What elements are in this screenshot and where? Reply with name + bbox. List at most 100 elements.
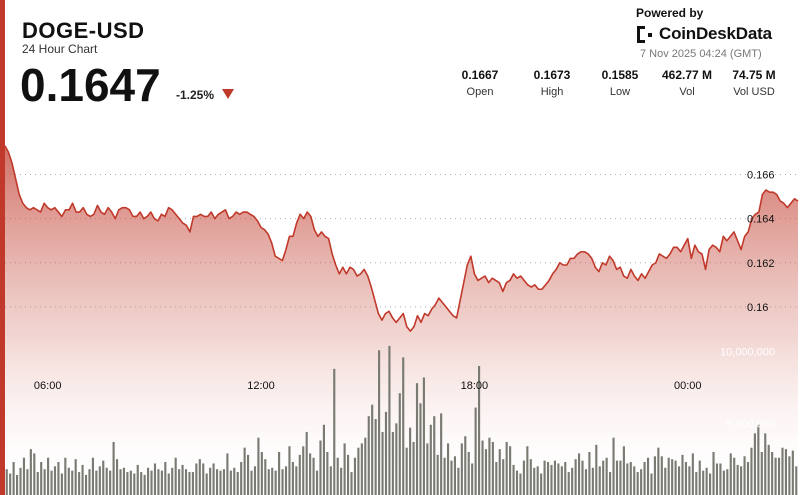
- volume-bar: [240, 462, 243, 495]
- volume-bar: [171, 467, 174, 495]
- volume-bar: [715, 463, 719, 495]
- volume-bar: [336, 457, 339, 495]
- volume-bar: [91, 457, 94, 495]
- volume-bar: [595, 444, 598, 495]
- volume-bar: [181, 464, 184, 495]
- volume-bar: [533, 467, 536, 495]
- volume-bar: [636, 472, 639, 495]
- volume-bar: [619, 460, 622, 495]
- volume-bar: [650, 473, 653, 495]
- volume-bar: [184, 469, 188, 495]
- volume-bar: [760, 452, 763, 495]
- volume-bar: [126, 472, 129, 495]
- stat-value: 0.1667: [461, 68, 499, 82]
- volume-bar: [719, 463, 722, 495]
- volume-bar: [505, 441, 508, 495]
- volume-bar: [443, 457, 446, 495]
- volume-bar: [519, 473, 522, 495]
- stat-low: 0.1585 Low: [580, 68, 660, 98]
- volume-bar: [736, 464, 739, 495]
- volume-bar: [150, 470, 153, 495]
- volume-bar: [157, 469, 160, 495]
- volume-bar: [491, 441, 494, 495]
- stat-value: 74.75 M: [732, 68, 776, 82]
- volume-bar: [105, 467, 108, 495]
- volume-bar: [584, 469, 588, 495]
- volume-bar: [267, 469, 270, 495]
- chart-subtitle: 24 Hour Chart: [22, 42, 98, 56]
- volume-bar: [540, 473, 543, 495]
- volume-bar: [278, 452, 281, 495]
- brand-logo: CoinDeskData: [637, 24, 772, 44]
- volume-bar: [788, 456, 791, 495]
- volume-bar: [40, 462, 43, 495]
- volume-bar: [571, 467, 574, 495]
- price-tick-label: 0.164: [747, 214, 775, 226]
- volume-bar: [746, 462, 750, 495]
- volume-bar: [433, 416, 436, 495]
- volume-bar: [702, 470, 705, 495]
- volume-bar: [264, 459, 267, 495]
- volume-bar: [602, 460, 605, 495]
- volume-bar: [495, 462, 498, 495]
- volume-bar: [564, 462, 567, 495]
- volume-bar: [26, 469, 29, 495]
- volume-bar: [29, 449, 32, 495]
- volume-bar: [688, 466, 691, 495]
- volume-bar: [695, 472, 698, 495]
- volume-bar: [709, 473, 712, 495]
- stat-label: Open: [466, 86, 494, 98]
- volume-bar: [626, 463, 629, 495]
- volume-bar: [198, 459, 201, 495]
- volume-bar: [153, 463, 157, 495]
- coindesk-bracket-icon: [637, 25, 654, 43]
- volume-bar: [398, 393, 401, 495]
- volume-bar: [753, 433, 756, 495]
- powered-by-label: Powered by: [636, 6, 704, 20]
- left-accent-bar: [0, 0, 5, 495]
- volume-bar: [588, 452, 591, 495]
- volume-bar: [660, 456, 663, 495]
- volume-bar: [350, 472, 353, 495]
- volume-bar: [471, 463, 474, 495]
- volume-bar: [509, 446, 512, 495]
- volume-bar: [84, 474, 88, 495]
- volume-bar: [612, 437, 615, 495]
- volume-bar: [405, 447, 408, 495]
- volume-bars: [5, 345, 798, 495]
- volume-bar: [481, 440, 484, 495]
- volume-bar: [684, 462, 688, 495]
- volume-bar: [74, 459, 77, 495]
- volume-bar: [115, 459, 119, 495]
- volume-bar: [453, 456, 457, 495]
- axis-labels: 0.166 0.164 0.162 0.16 10,000,000 5,000,000 06…: [34, 170, 775, 431]
- volume-bar: [436, 454, 439, 495]
- volume-bar: [474, 407, 477, 495]
- volume-bar: [305, 431, 308, 495]
- stat-label: Low: [609, 86, 631, 98]
- volume-bar: [391, 431, 394, 495]
- volume-bar: [253, 466, 257, 495]
- volume-bar: [409, 427, 412, 495]
- volume-bar: [591, 467, 594, 495]
- time-tick-label: 06:00: [34, 380, 62, 392]
- volume-bar: [450, 460, 453, 495]
- volume-bar: [457, 467, 460, 495]
- volume-bar: [174, 457, 177, 495]
- volume-bar: [550, 464, 553, 495]
- volume-bar: [419, 403, 422, 495]
- stat-label: Vol: [679, 86, 695, 98]
- volume-bar: [143, 474, 146, 495]
- volume-bar: [402, 357, 405, 495]
- volume-bar: [315, 470, 319, 495]
- volume-bar: [271, 467, 274, 495]
- volume-bar: [136, 464, 139, 495]
- volume-bar: [81, 464, 84, 495]
- volume-bar: [247, 454, 250, 495]
- volume-bar: [764, 433, 767, 495]
- volume-bar: [16, 474, 19, 495]
- volume-bar: [412, 441, 415, 495]
- volume-bar: [129, 470, 132, 495]
- stats-panel: 0.1667 Open 0.1673 High 0.1585 Low 462.7…: [440, 68, 800, 108]
